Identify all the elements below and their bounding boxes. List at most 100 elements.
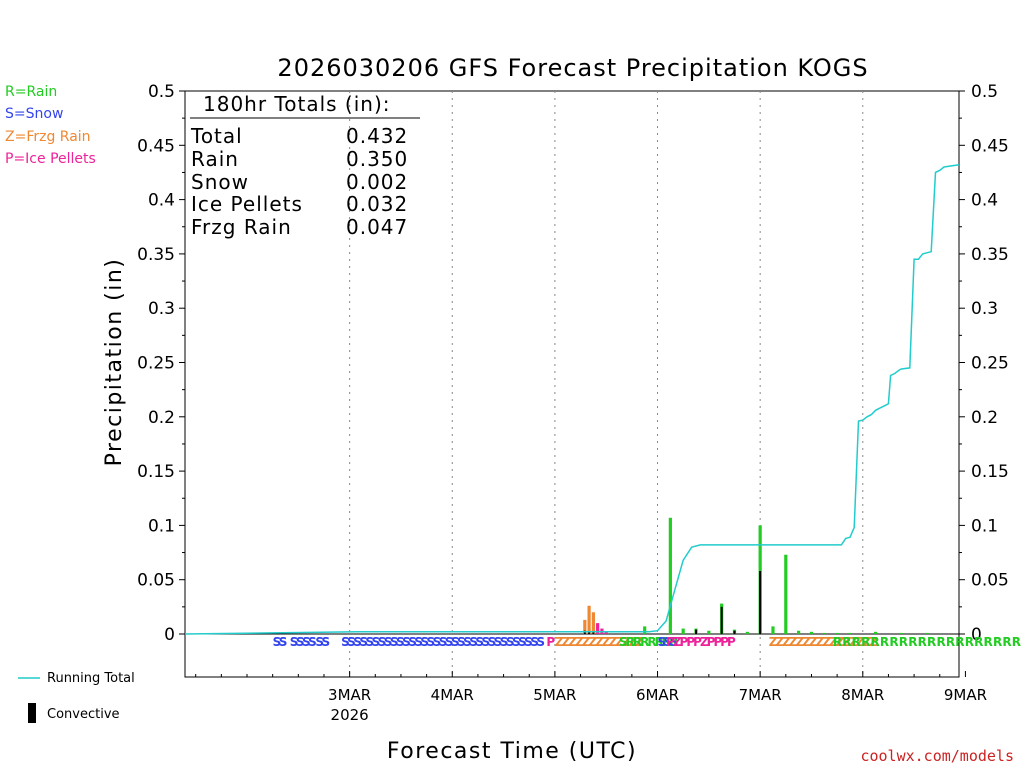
site-credit: coolwx.com/models (860, 747, 1014, 765)
running-total-legend-label: Running Total (47, 671, 135, 686)
precip-bar (745, 631, 749, 634)
x-axis-label: Forecast Time (UTC) (387, 739, 637, 764)
precip-bar (874, 631, 878, 634)
precip-bar (809, 631, 814, 634)
precip-type-code: SS (273, 635, 287, 649)
y-tick-label-right: 0.25 (971, 354, 1009, 374)
precip-type-code: ZZZZZZZZZZZZZ (555, 635, 644, 649)
totals-box: 180hr Totals (in): Total 0.432 Rain 0.35… (190, 92, 420, 239)
precip-bar (771, 626, 775, 634)
precip-bar (596, 623, 600, 634)
precip-type-code: SSS (658, 635, 678, 649)
chart-title: 2026030206 GFS Forecast Precipitation KO… (277, 54, 868, 82)
y-tick-label-left: 0.35 (137, 245, 175, 265)
series-legend: Running Total Convective (18, 671, 135, 723)
totals-value-snow: 0.002 (346, 170, 408, 194)
precip-bar (591, 612, 595, 634)
x-tick-label: 7MAR (739, 686, 782, 704)
y-tick-label-left: 0.15 (137, 462, 175, 482)
precip-bar (681, 628, 685, 634)
y-tick-label-right: 0.4 (971, 191, 998, 211)
y-tick-label-right: 0.3 (971, 299, 998, 319)
precip-bar (784, 554, 788, 634)
totals-value-ice-pellets: 0.032 (346, 192, 408, 216)
precip-type-code: P (546, 635, 555, 649)
y-tick-label-left: 0.45 (137, 136, 175, 156)
precip-bar (925, 632, 929, 634)
y-tick-label-left: 0.3 (148, 299, 175, 319)
y-tick-label-left: 0.5 (148, 82, 175, 102)
y-tick-label-right: 0 (971, 625, 982, 645)
y-tick-label-left: 0.25 (137, 354, 175, 374)
legend-freezing-rain: Z=Frzg Rain (5, 129, 91, 145)
legend-snow: S=Snow (5, 106, 63, 122)
totals-label-rain: Rain (191, 147, 239, 171)
precip-bar (707, 630, 711, 634)
y-tick-label-right: 0.2 (971, 408, 998, 428)
type-legend: R=Rain S=Snow Z=Frzg Rain P=Ice Pellets (5, 84, 96, 167)
precip-bars (583, 517, 929, 634)
legend-ice-pellets: P=Ice Pellets (5, 151, 96, 167)
convective-bar (720, 606, 723, 634)
precip-bar (848, 632, 852, 634)
convective-bar (733, 630, 736, 634)
precip-type-codes: SS SSSS SS SSSSSSSSSSSSSSSSSSSSSSSSSSSSSSSS… (273, 635, 1023, 649)
totals-label-freezing-rain: Frzg Rain (191, 215, 292, 239)
y-tick-label-left: 0.05 (137, 571, 175, 591)
y-tick-label-right: 0.05 (971, 571, 1009, 591)
x-tick-label: 8MAR (841, 686, 884, 704)
precip-bar (899, 632, 903, 634)
precip-type-code: SS (315, 635, 329, 649)
x-axis-ticks: 3MAR 2026 4MAR 5MAR 6MAR 7MAR 8MAR 9MAR (195, 671, 987, 724)
convective-bar (592, 631, 595, 634)
precip-bar (797, 630, 801, 634)
y-axis-label: Precipitation (in) (102, 258, 127, 467)
y-tick-label-right: 0.5 (971, 82, 998, 102)
precip-type-code: SRRRRRRR (619, 635, 678, 649)
precip-bar (583, 619, 587, 634)
convective-bar (695, 629, 698, 634)
y-tick-label-right: 0.35 (971, 245, 1009, 265)
y-tick-label-left: 0.4 (148, 191, 175, 211)
running-total-line (184, 164, 960, 635)
convective-bar (759, 571, 762, 634)
precip-bar (643, 626, 647, 634)
x-tick-label: 9MAR (944, 686, 987, 704)
precip-type-code: PZPPPZPPPP (666, 635, 736, 649)
legend-rain: R=Rain (5, 84, 57, 100)
precip-type-code: SSSSSSSSSSSSSSSSSSSSSSSSSSSSSSSSS (341, 635, 544, 649)
y-tick-label-left: 0 (164, 625, 175, 645)
precip-bar (668, 517, 672, 634)
x-tick-label: 5MAR (533, 686, 576, 704)
convective-legend-swatch (28, 703, 36, 723)
convective-legend-label: Convective (47, 707, 120, 722)
totals-label-snow: Snow (191, 170, 249, 194)
totals-label-ice-pellets: Ice Pellets (191, 192, 303, 216)
totals-label-total: Total (190, 124, 243, 148)
x-tick-sublabel: 2026 (331, 706, 369, 724)
convective-bars (583, 571, 762, 634)
plot-frame (184, 90, 960, 678)
totals-heading: 180hr Totals (in): (203, 92, 391, 116)
totals-value-rain: 0.350 (346, 147, 408, 171)
precip-type-code: R R R R R R R R R R R R R R R R R R R R (833, 635, 1021, 649)
precip-bar (587, 605, 591, 634)
totals-value-total: 0.432 (346, 124, 408, 148)
y-tick-label-right: 0.45 (971, 136, 1009, 156)
convective-bar (588, 631, 591, 634)
precip-bar (822, 632, 826, 634)
x-tick-label: 3MAR (328, 686, 371, 704)
y-tick-label-right: 0.15 (971, 462, 1009, 482)
y-axis-ticks: 0 0 0.05 0.05 0.1 0.1 0.15 0.15 0.2 0.2 0.25 0.25 0.… (137, 82, 1009, 645)
x-tick-label: 4MAR (431, 686, 474, 704)
precip-bar (604, 631, 608, 634)
precip-type-code: ZZZZZZZZZZZZZZZZ (769, 635, 879, 649)
y-tick-label-left: 0.2 (148, 408, 175, 428)
y-tick-label-left: 0.1 (148, 516, 175, 536)
x-tick-label: 6MAR (636, 686, 679, 704)
totals-value-freezing-rain: 0.047 (346, 215, 408, 239)
y-tick-label-right: 0.1 (971, 516, 998, 536)
gridlines (185, 91, 959, 677)
precip-bar (835, 632, 839, 634)
